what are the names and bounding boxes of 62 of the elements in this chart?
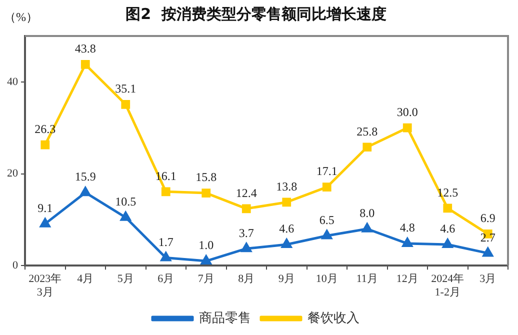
data-label: 43.8 — [74, 42, 96, 56]
x-tick-label: 4月 — [77, 273, 94, 286]
chart-title: 图2 按消费类型分零售额同比增长速度 — [126, 4, 386, 23]
point — [281, 238, 292, 248]
point — [282, 198, 292, 207]
point — [40, 218, 50, 228]
point — [443, 204, 452, 213]
data-label: 17.1 — [316, 164, 338, 178]
point — [241, 242, 252, 252]
point — [80, 186, 91, 196]
data-label: 4.6 — [279, 222, 294, 236]
point — [202, 188, 211, 198]
point — [322, 182, 332, 192]
y-tick-label: 20 — [7, 168, 18, 180]
data-label: 30.0 — [396, 104, 418, 119]
data-label: 4.6 — [440, 222, 456, 236]
x-tick-label: 8月 — [238, 273, 255, 286]
point — [40, 140, 50, 150]
point — [80, 60, 90, 69]
point — [402, 238, 413, 248]
point — [120, 212, 131, 221]
point — [362, 142, 372, 152]
point — [242, 204, 251, 214]
data-label: 1.7 — [158, 234, 174, 249]
point — [161, 187, 170, 196]
x-tick-label: 7月 — [198, 273, 214, 286]
data-label: 9.1 — [38, 200, 53, 215]
point — [121, 100, 130, 109]
point — [442, 238, 453, 248]
point — [200, 255, 212, 265]
point — [322, 230, 332, 240]
x-tick-label: 3月 — [480, 273, 496, 286]
point — [362, 223, 372, 232]
x-tick-label: 10月 — [316, 273, 338, 286]
data-label: 15.9 — [74, 170, 96, 184]
x-tick-label: 2023年 3月 — [28, 273, 62, 298]
data-label: 3.7 — [238, 226, 254, 240]
point — [160, 252, 172, 262]
x-tick-label: 9月 — [278, 273, 295, 286]
x-tick-label: 6月 — [158, 273, 174, 286]
data-label: 25.8 — [356, 124, 378, 138]
x-tick-label: 5月 — [117, 273, 134, 286]
point — [402, 123, 412, 132]
y-tick-label: 40 — [7, 76, 18, 88]
data-label: 13.8 — [276, 179, 298, 194]
legend-label: 商品零售 — [199, 310, 251, 325]
data-label: 6.9 — [480, 211, 496, 226]
y-axis-title: （%） — [4, 10, 38, 24]
x-tick-label: 2024年 1-2月 — [431, 273, 464, 298]
point — [482, 247, 494, 257]
x-tick-label: 11月 — [356, 273, 378, 286]
data-label: 35.1 — [115, 82, 136, 96]
data-label: 8.0 — [360, 206, 375, 220]
data-label: 10.5 — [115, 194, 136, 209]
data-label: 15.8 — [196, 170, 217, 184]
y-tick-label: 0 — [12, 259, 18, 272]
x-tick-label: 12月 — [396, 273, 418, 286]
data-label: 4.8 — [400, 220, 415, 235]
data-label: 6.5 — [319, 212, 334, 227]
legend-label: 餐饮收入 — [308, 310, 360, 325]
data-label: 1.0 — [198, 238, 214, 252]
data-label: 12.4 — [236, 186, 257, 200]
